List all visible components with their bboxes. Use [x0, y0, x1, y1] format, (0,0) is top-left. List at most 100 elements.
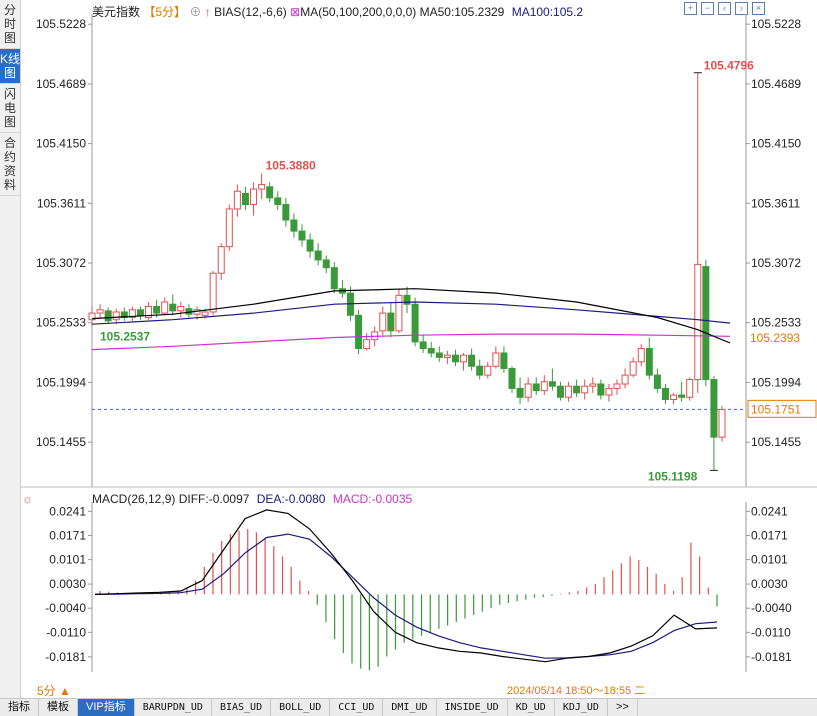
bias-icon: ↑ [204, 5, 211, 19]
candle-body [435, 352, 443, 358]
candle-body [605, 387, 613, 396]
ma-label[interactable]: MA(50,100,200,0,0,0) [300, 5, 417, 19]
candle-body [710, 379, 718, 438]
candle-body [524, 383, 532, 398]
candle-body [589, 383, 597, 387]
candle-body [314, 250, 322, 261]
tab-vip-indicator[interactable]: VIP指标 [78, 699, 135, 716]
candle-body [96, 309, 104, 314]
candle-body [153, 305, 161, 314]
candle-body [419, 341, 427, 350]
candle-body [694, 263, 702, 381]
tab-template[interactable]: 模板 [39, 699, 78, 716]
candle-body [460, 354, 468, 363]
candle-body [169, 303, 177, 312]
candle-body [645, 348, 653, 376]
macd-header: ☼ MACD(26,12,9) DIFF:-0.0097 DEA:-0.0080… [22, 492, 413, 506]
chart-toolbar: + − ‹ › × [684, 2, 765, 15]
left-tick-label: 105.3611 [37, 196, 86, 210]
low-price-label: 105.1198 [648, 469, 698, 483]
dea-label: DEA:-0.0080 [256, 492, 326, 506]
tab-dmi[interactable]: DMI_UD [383, 699, 437, 716]
tab-flash[interactable]: 闪电图 [0, 84, 20, 133]
candle-body [443, 354, 451, 358]
candle-body [556, 385, 564, 398]
candle-body [484, 365, 492, 376]
candle-body [290, 219, 298, 232]
candle-body [653, 374, 661, 389]
candle-body [597, 383, 605, 396]
local-high-label: 105.3880 [266, 159, 316, 173]
candle-body [201, 311, 209, 316]
candle-body [177, 305, 185, 312]
candle-body [516, 387, 524, 398]
candle-body [629, 361, 637, 376]
tab-contract-info[interactable]: 合约资料 [0, 133, 20, 196]
tab-timeshare[interactable]: 分时图 [0, 0, 20, 49]
candle-body [670, 394, 678, 400]
candle-body [355, 314, 363, 350]
chart-canvas[interactable]: 105.5228 105.5228 105.4689 105.4689 105.4150… [0, 0, 817, 698]
macd-left-tick-label: 0.0241 [49, 504, 86, 518]
macd-value-label: MACD:-0.0035 [332, 492, 413, 506]
more-tabs-button[interactable]: >> [608, 699, 638, 716]
candle-body [112, 311, 120, 321]
diff-label: DIFF:-0.0097 [178, 492, 250, 506]
candle-body [468, 354, 476, 367]
zoom-in-icon[interactable]: + [684, 2, 697, 15]
candle-body [565, 385, 573, 398]
price-axis: 105.5228 105.5228 105.4689 105.4689 105.4150… [36, 17, 817, 483]
tab-kdj[interactable]: KDJ_UD [555, 699, 608, 716]
candle-body [266, 186, 274, 199]
tab-indicator[interactable]: 指标 [0, 699, 39, 716]
macd-right-tick-label: -0.0181 [751, 650, 792, 664]
candle-body [128, 309, 136, 319]
candle-body [217, 246, 225, 274]
tab-bias[interactable]: BIAS_UD [212, 699, 272, 716]
scroll-right-icon[interactable]: › [735, 2, 748, 15]
macd-left-tick-label: 0.0171 [49, 528, 86, 542]
macd-settings-icon[interactable]: ☼ [22, 492, 33, 506]
macd-right-tick-label: -0.0040 [751, 601, 792, 615]
zoom-out-icon[interactable]: − [701, 2, 714, 15]
candle-body [613, 383, 621, 389]
left-tick-label: 105.1455 [36, 435, 86, 449]
right-tick-label: 105.5228 [751, 17, 801, 31]
ma-value-tag: 105.2393 [750, 331, 800, 345]
candle-body [258, 184, 266, 190]
add-indicator-icon[interactable]: ⊕ [189, 5, 202, 19]
macd-left-tick-label: 0.0030 [49, 577, 86, 591]
period-label[interactable]: 【5分】 [143, 5, 187, 19]
tab-inside[interactable]: INSIDE_UD [437, 699, 508, 716]
candle-body [718, 408, 726, 438]
dea-line [94, 533, 718, 659]
candle-body [492, 352, 500, 367]
tab-kline[interactable]: K线图 [0, 49, 20, 84]
candle-body [379, 312, 387, 332]
macd-grid [88, 502, 750, 672]
left-tick-label: 105.1994 [36, 375, 86, 389]
ma50-line [91, 288, 731, 344]
tab-cci[interactable]: CCI_UD [330, 699, 384, 716]
bias-label[interactable]: BIAS(12,-6,6) [214, 5, 287, 19]
high-price-label: 105.4796 [704, 59, 754, 73]
candle-body [621, 374, 629, 385]
close-icon[interactable]: × [752, 2, 765, 15]
cursor-timestamp: 2024/05/14 18:50～18:55 二 [507, 685, 646, 697]
scroll-left-icon[interactable]: ‹ [718, 2, 731, 15]
tab-boll[interactable]: BOLL_UD [271, 699, 331, 716]
chart-header: 美元指数 【5分】 ⊕ ↑ BIAS(12,-6,6) ⊠MA(50,100,2… [92, 3, 583, 20]
candle-body [322, 259, 330, 269]
macd-right-tick-label: -0.0110 [751, 625, 791, 639]
candle-body [427, 348, 435, 354]
candle-body [395, 294, 403, 332]
candle-body [532, 383, 540, 392]
right-tick-label: 105.4150 [751, 137, 801, 151]
period-badge[interactable]: 5分 ▲ [37, 684, 71, 698]
tab-kd[interactable]: KD_UD [508, 699, 555, 716]
tab-barupdn[interactable]: BARUPDN_UD [135, 699, 212, 716]
left-tick-label: 105.4689 [36, 77, 86, 91]
macd-left-tick-label: -0.0110 [46, 625, 86, 639]
macd-label[interactable]: MACD(26,12,9) [92, 492, 176, 506]
indicator-tab-bar: 指标 模板 VIP指标 BARUPDN_UD BIAS_UD BOLL_UD C… [0, 698, 817, 716]
